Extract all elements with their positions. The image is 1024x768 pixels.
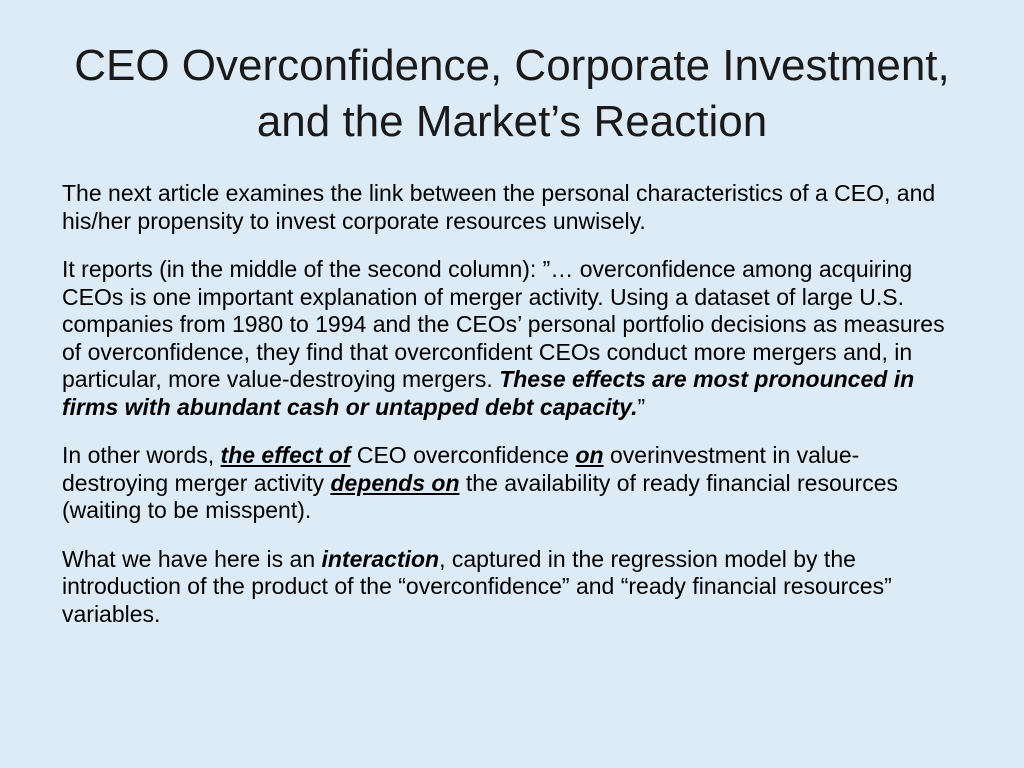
paragraph-quote: It reports (in the middle of the second … — [62, 256, 962, 421]
paragraph-intro: The next article examines the link betwe… — [62, 180, 936, 234]
quote-close: ” — [637, 393, 646, 420]
text-segment: the availability of ready financial reso… — [62, 469, 899, 524]
slide-title: CEO Overconfidence, Corporate Investment… — [40, 38, 984, 150]
emphasis-depends-on: depends on — [330, 469, 460, 496]
text-segment: In other words, — [62, 442, 221, 468]
slide-body: The next article examines the link betwe… — [62, 180, 962, 649]
emphasis-the-effect-of: the effect of — [220, 442, 351, 468]
text-segment: What we have here is an — [62, 545, 322, 572]
title-line-1: CEO Overconfidence, Corporate Investment… — [74, 41, 950, 90]
quote-text: It reports (in the middle of the second … — [62, 256, 945, 392]
text-segment: overinvestment in value-destroying merge… — [62, 442, 860, 496]
title-line-2: and the Market’s Reaction — [256, 97, 768, 146]
paragraph-other-words: In other words, the effect of CEO overco… — [62, 442, 962, 525]
paragraph-interaction: What we have here is an interaction, cap… — [62, 546, 962, 629]
quote-emphasis: These effects are most pronounced in fir… — [62, 366, 915, 420]
text-segment: CEO overconfidence — [350, 442, 576, 468]
text-segment: , captured in the regression model by th… — [62, 545, 892, 627]
emphasis-on: on — [575, 442, 604, 468]
emphasis-interaction: interaction — [321, 545, 440, 572]
